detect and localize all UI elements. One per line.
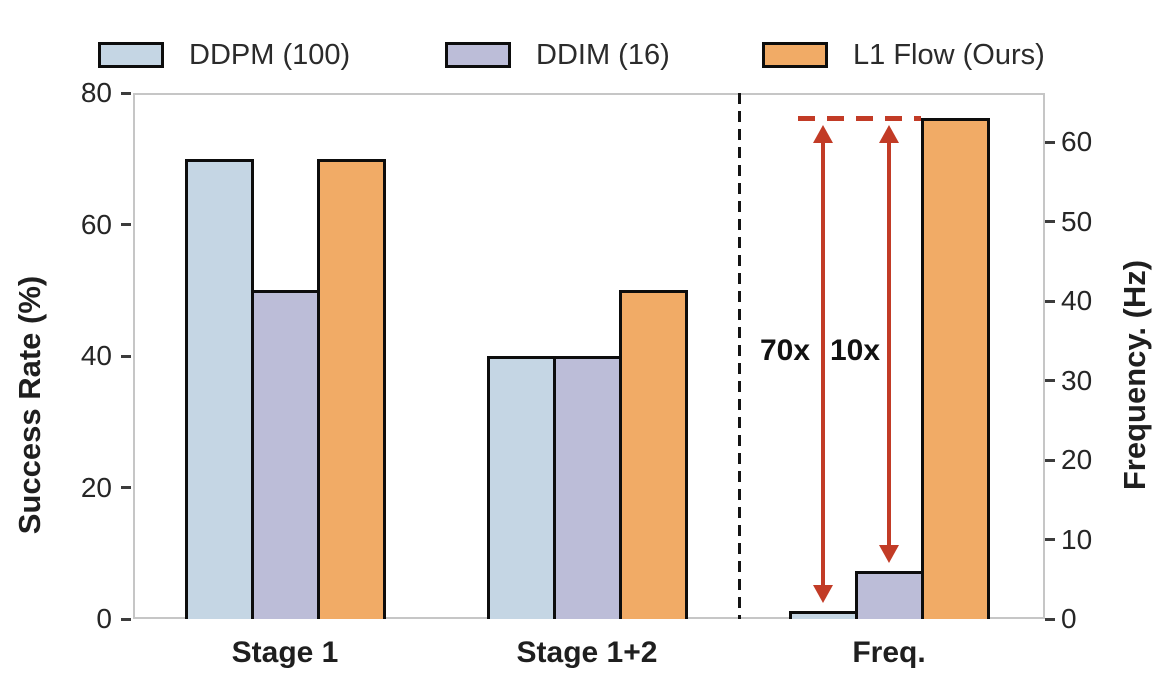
legend-label-l1flow: L1 Flow (Ours): [853, 39, 1045, 71]
right-tick-label: 40: [1061, 285, 1093, 317]
right-tick: [1045, 458, 1055, 462]
left-tick: [121, 223, 131, 226]
bar-Stage 1-DDIM (16): [251, 290, 320, 619]
left-tick: [121, 354, 131, 358]
left-spine: [133, 93, 135, 619]
right-axis-title: Frequency. (Hz): [1117, 259, 1152, 491]
right-tick: [1045, 299, 1055, 303]
left-axis-title: Success Rate (%): [12, 275, 47, 535]
legend-swatch-ddim: [445, 42, 511, 68]
left-tick: [121, 617, 131, 621]
left-tick-label: 80: [80, 77, 112, 108]
right-tick: [1045, 220, 1055, 224]
right-tick: [1045, 379, 1055, 383]
right-tick-label: 30: [1061, 364, 1093, 396]
bar-Freq.-DDIM (16): [855, 571, 924, 619]
legend-swatch-ddpm: [98, 42, 164, 68]
left-tick: [121, 91, 131, 95]
plot-area: 0 20 40 60 80 0 10 20 30 40 50 60 70x 10x: [81, 77, 1092, 634]
arrow-head-up-icon: [879, 125, 899, 144]
left-tick-label: 0: [96, 603, 112, 634]
left-tick-label: 60: [80, 208, 112, 240]
right-tick-label: 50: [1061, 205, 1093, 237]
speedup-arrow-70x: [813, 125, 833, 604]
legend-swatch-l1flow: [762, 42, 828, 68]
group-separator-dashed-line: [738, 93, 741, 619]
arrow-head-up-icon: [813, 125, 833, 144]
right-tick: [1045, 617, 1055, 621]
category-label-Freq.: Freq.: [852, 636, 926, 669]
speedup-label-10x: 10x: [829, 334, 881, 367]
arrow-head-down-icon: [813, 585, 833, 604]
left-tick-label: 20: [80, 471, 112, 503]
right-spine: [1043, 93, 1045, 619]
right-tick: [1045, 538, 1055, 542]
right-tick-label: 10: [1061, 523, 1093, 555]
right-tick-label: 20: [1061, 444, 1093, 476]
legend-item-ddpm: DDPM (100): [98, 40, 350, 70]
legend-label-ddpm: DDPM (100): [189, 39, 351, 71]
right-tick: [1045, 140, 1055, 144]
legend-item-ddim: DDIM (16): [445, 40, 670, 70]
speedup-label-70x: 70x: [759, 334, 811, 367]
right-tick-label: 0: [1061, 603, 1077, 634]
legend-item-l1flow: L1 Flow (Ours): [762, 40, 1045, 70]
bar-Stage 1-L1 Flow (Ours): [317, 158, 386, 619]
arrow-line: [887, 137, 891, 552]
left-tick-label: 40: [80, 340, 112, 371]
bar-Stage 1-DDPM (100): [185, 158, 254, 619]
category-label-Stage 1+2: Stage 1+2: [516, 636, 658, 669]
speedup-arrow-10x: [879, 125, 899, 564]
arrow-head-down-icon: [879, 545, 899, 564]
bar-Stage 1+2-DDIM (16): [553, 356, 622, 619]
reference-dashed-line: [798, 116, 921, 122]
legend-label-ddim: DDIM (16): [536, 39, 670, 71]
arrow-line: [821, 137, 825, 592]
bar-Freq.-L1 Flow (Ours): [921, 118, 990, 619]
category-label-Stage 1: Stage 1: [231, 636, 339, 669]
bar-Stage 1+2-L1 Flow (Ours): [619, 290, 688, 619]
bar-Stage 1+2-DDPM (100): [487, 356, 556, 619]
top-spine: [133, 93, 1045, 95]
bar-Freq.-DDPM (100): [789, 611, 858, 619]
left-tick: [121, 486, 131, 489]
right-tick-label: 60: [1061, 126, 1093, 158]
